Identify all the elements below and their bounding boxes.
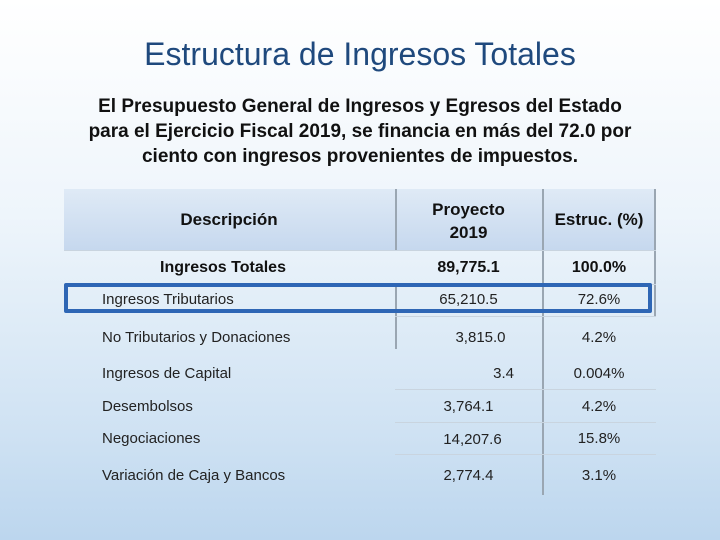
header-proyecto-line1: Proyecto <box>432 200 505 219</box>
table-row-estruc: 100.0% <box>571 259 627 276</box>
table-row-desc: Negociaciones <box>102 430 201 447</box>
slide-subtitle: El Presupuesto General de Ingresos y Egr… <box>60 94 660 169</box>
table-row-estruc: 4.2% <box>581 398 617 415</box>
table-row-proyecto: 14,207.6 <box>443 431 502 448</box>
slide-title: Estructura de Ingresos Totales <box>144 36 576 72</box>
tributarios-highlight-box <box>64 283 652 313</box>
table-row-desc: Ingresos Totales <box>160 259 286 276</box>
table-row-desc: Ingresos Tributarios <box>102 291 234 308</box>
row-divider <box>395 316 656 317</box>
subtitle-line-3: ciento con ingresos provenientes de impu… <box>141 146 579 167</box>
header-estruc: Estruc. (%) <box>554 210 644 229</box>
subtitle-line-2: para el Ejercicio Fiscal 2019, se financ… <box>88 121 632 142</box>
header-proyecto: Proyecto 2019 <box>395 198 542 244</box>
header-descripcion: Descripción <box>180 210 278 229</box>
row-divider <box>395 454 656 455</box>
table-row-proyecto: 3.4 <box>493 365 514 382</box>
table-row-desc: No Tributarios y Donaciones <box>102 329 291 346</box>
table-row-proyecto: 2,774.4 <box>443 467 494 484</box>
table-row-estruc: 72.6% <box>577 291 621 308</box>
row-divider <box>395 422 656 423</box>
column-divider <box>654 189 656 317</box>
header-proyecto-line2: 2019 <box>449 223 488 242</box>
table-row-desc: Ingresos de Capital <box>102 365 232 382</box>
table-row-estruc: 0.004% <box>573 365 625 382</box>
table-row-proyecto: 89,775.1 <box>437 259 500 276</box>
table-row-proyecto: 3,764.1 <box>443 398 494 415</box>
row-divider <box>395 389 656 390</box>
row-divider <box>64 250 656 251</box>
table-row-desc: Variación de Caja y Bancos <box>102 467 286 484</box>
table-row-estruc: 15.8% <box>577 430 621 447</box>
table-row-proyecto: 3,815.0 <box>455 329 506 346</box>
column-divider <box>395 189 397 250</box>
subtitle-line-1: El Presupuesto General de Ingresos y Egr… <box>98 96 622 117</box>
column-divider <box>542 189 544 495</box>
table-row-proyecto: 65,210.5 <box>439 291 498 308</box>
table-row-desc: Desembolsos <box>102 398 193 415</box>
table-header-band <box>64 189 656 250</box>
income-structure-table: Descripción Proyecto 2019 Estruc. (%) In… <box>64 189 656 495</box>
table-row-estruc: 3.1% <box>581 467 617 484</box>
table-row-estruc: 4.2% <box>581 329 617 346</box>
